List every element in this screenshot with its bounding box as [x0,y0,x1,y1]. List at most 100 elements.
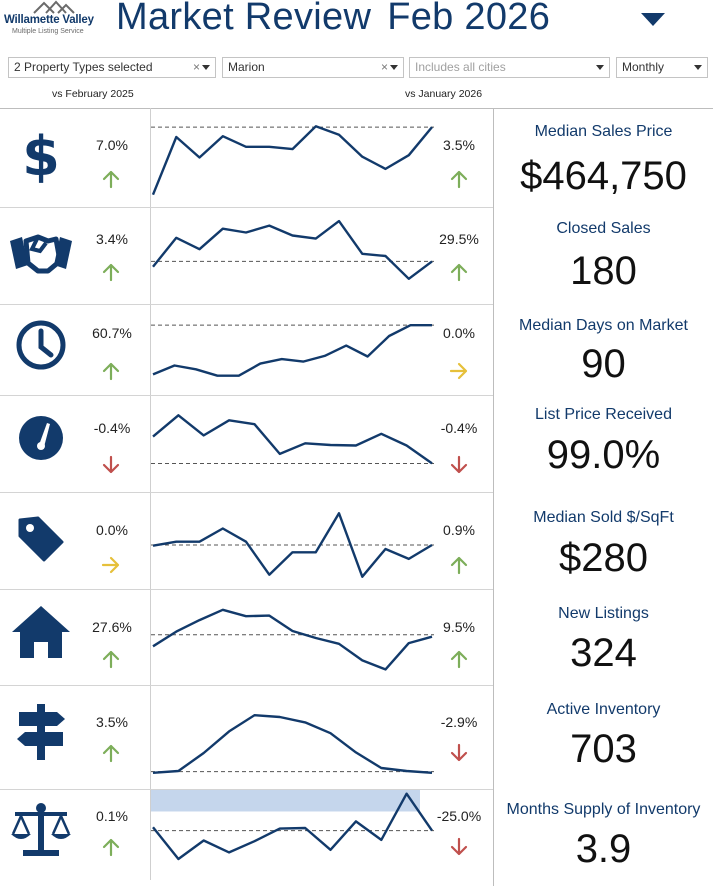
sparkline-line [152,608,433,671]
frequency-filter[interactable]: Monthly [616,57,708,78]
divider [0,685,493,686]
property-type-filter[interactable]: 2 Property Types selected × [8,57,216,78]
dollar-icon: $ [8,120,74,186]
arrow-glyph [102,455,120,474]
metric-row-active-inventory: 3.5% -2.9% Active Inventory 703 [0,685,713,789]
divider [0,207,493,208]
yoy-change: 3.4% [96,231,128,247]
sparkline [151,512,434,578]
sparkline [151,713,434,774]
metric-row-closed-sales: 3.4% 29.5% Closed Sales 180 [0,207,713,304]
metric-row-median-days-on-market: 60.7% 0.0% Median Days on Market 90 [0,304,713,395]
arrow-down-icon [102,455,120,474]
signpost-icon [8,699,74,765]
arrow-right-icon [101,556,120,574]
mom-change: 3.5% [443,137,475,153]
sparkline-line [152,512,433,578]
chevron-down-icon[interactable] [694,65,702,70]
city-filter-placeholder: Includes all cities [415,60,506,74]
metric-row-new-listings: 27.6% 9.5% New Listings 324 [0,589,713,685]
metric-label: List Price Received [535,406,672,423]
metric-row-months-supply: 0.1% -25.0% Months Supply of Inventory 3… [0,789,713,881]
arrow-glyph [449,362,468,380]
chevron-down-icon[interactable] [596,65,604,70]
mom-change: 0.9% [443,522,475,538]
metric-value: $464,750 [520,154,687,198]
yoy-change: 60.7% [92,325,132,341]
arrow-up-icon [102,744,120,763]
arrow-glyph [450,837,468,856]
sparkline [151,414,434,465]
arrow-glyph [101,556,120,574]
county-filter[interactable]: Marion × [222,57,404,78]
arrow-glyph [102,650,120,669]
logo: Willamette Valley Multiple Listing Servi… [4,0,108,40]
metric-label: Active Inventory [546,701,661,718]
chevron-down-icon[interactable] [202,65,210,70]
clear-icon[interactable]: × [380,60,388,74]
arrow-glyph [102,744,120,763]
arrow-up-icon [102,362,120,381]
yoy-change: -0.4% [93,420,131,436]
mom-change: -0.4% [440,420,478,436]
arrow-up-icon [450,650,468,669]
yoy-compare-label: vs February 2025 [52,88,134,100]
sparkline [151,125,434,196]
divider [493,108,494,886]
mom-change: 0.0% [443,325,475,341]
metric-label: Median Days on Market [519,317,688,334]
period-dropdown-icon[interactable] [641,13,665,26]
arrow-down-icon [450,837,468,856]
arrow-glyph [450,455,468,474]
mom-change: 9.5% [443,619,475,635]
mom-change: 29.5% [439,231,479,247]
sparkline-line [152,713,433,774]
tag-icon [8,506,74,572]
metric-value: 324 [570,631,637,675]
divider [0,589,493,590]
arrow-up-icon [450,556,468,575]
scale-icon [8,797,74,863]
arrow-up-icon [102,170,120,189]
yoy-change: 7.0% [96,137,128,153]
yoy-change: 3.5% [96,714,128,730]
arrow-down-icon [450,743,468,762]
sparkline-line [152,792,433,861]
metric-label: Months Supply of Inventory [506,801,701,818]
period-selector[interactable]: Feb 2026 [387,0,551,38]
metric-label: Closed Sales [556,220,651,237]
metric-row-median-sold-per-sqft: 0.0% 0.9% Median Sold $/SqFt $280 [0,492,713,589]
page-title-text: Market Review [116,0,372,38]
metric-row-median-sales-price: $ 7.0% 3.5% Median Sales Price $464,750 [0,108,713,207]
arrow-glyph [450,170,468,189]
logo-subtitle: Multiple Listing Service [12,28,84,35]
divider [0,108,713,109]
arrow-glyph [450,743,468,762]
house-icon [8,599,74,665]
arrow-up-icon [102,650,120,669]
clear-icon[interactable]: × [192,60,200,74]
metric-row-list-price-received: -0.4% -0.4% List Price Received 99.0% [0,395,713,492]
sparkline-line [152,323,432,377]
sparkline-line [151,125,433,196]
mom-change: -25.0% [436,808,482,824]
logo-name: Willamette Valley [4,14,94,26]
chevron-down-icon[interactable] [390,65,398,70]
metric-value: $280 [559,536,648,580]
divider [150,108,151,880]
city-filter[interactable]: Includes all cities [409,57,610,78]
gauge-icon [8,405,74,471]
yoy-change: 0.0% [96,522,128,538]
arrow-glyph [102,362,120,381]
arrow-glyph [102,838,120,857]
yoy-change: 27.6% [92,619,132,635]
sparkline [151,323,434,377]
yoy-change: 0.1% [96,808,128,824]
arrow-right-icon [449,362,468,380]
clock-icon [8,312,74,378]
arrow-glyph [102,170,120,189]
property-type-filter-value: 2 Property Types selected [14,60,153,74]
divider [0,789,493,790]
divider [0,492,493,493]
arrow-glyph [102,263,120,282]
